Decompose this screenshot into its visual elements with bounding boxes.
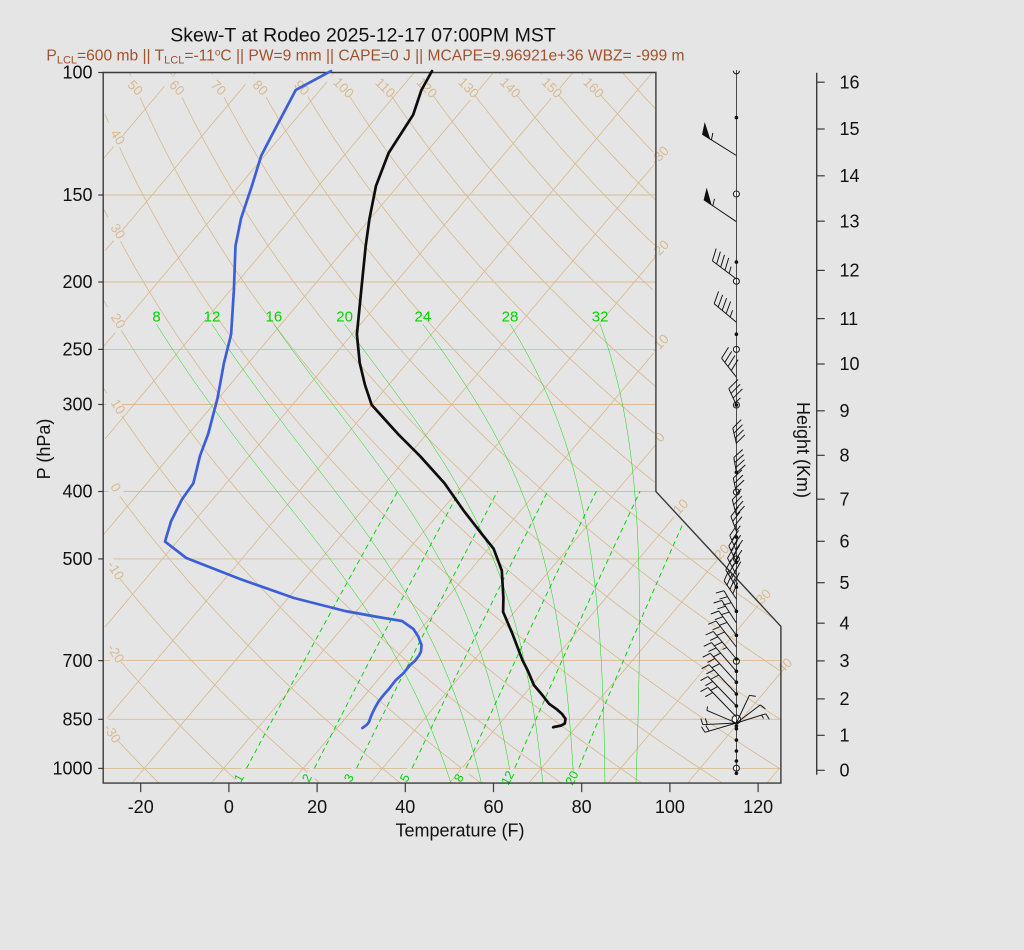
svg-text:400: 400 (62, 482, 92, 502)
svg-text:0: 0 (224, 797, 234, 817)
svg-text:40: 40 (395, 797, 415, 817)
svg-text:15: 15 (840, 119, 860, 139)
svg-text:10: 10 (840, 354, 860, 374)
svg-text:700: 700 (62, 651, 92, 671)
svg-text:12: 12 (204, 309, 221, 326)
svg-text:40: 40 (107, 127, 128, 148)
svg-text:850: 850 (62, 710, 92, 730)
svg-text:16: 16 (840, 72, 860, 92)
svg-text:500: 500 (62, 549, 92, 569)
svg-text:5: 5 (840, 573, 850, 593)
svg-text:11: 11 (840, 309, 859, 329)
svg-text:1000: 1000 (52, 759, 92, 779)
svg-text:150: 150 (62, 185, 92, 205)
svg-text:Height (Km): Height (Km) (793, 402, 813, 498)
svg-text:120: 120 (743, 797, 773, 817)
svg-text:13: 13 (840, 211, 860, 231)
svg-text:4: 4 (840, 613, 850, 633)
svg-text:PLCL=600 mb || TLCL=-11oC || P: PLCL=600 mb || TLCL=-11oC || PW=9 mm || … (46, 48, 684, 67)
svg-text:6: 6 (840, 532, 850, 552)
svg-text:Temperature (F): Temperature (F) (395, 821, 524, 841)
svg-text:32: 32 (592, 309, 609, 326)
svg-text:20: 20 (336, 309, 353, 326)
svg-text:28: 28 (502, 309, 519, 326)
svg-text:30: 30 (107, 221, 128, 242)
svg-text:7: 7 (840, 489, 850, 509)
svg-text:Skew-T at Rodeo 2025-12-17 07:: Skew-T at Rodeo 2025-12-17 07:00PM MST (170, 25, 556, 47)
svg-text:8: 8 (840, 446, 850, 466)
svg-text:1: 1 (840, 726, 850, 746)
svg-text:20: 20 (307, 797, 327, 817)
svg-text:2: 2 (840, 689, 850, 709)
svg-text:3: 3 (840, 651, 850, 671)
svg-text:10: 10 (108, 396, 129, 417)
svg-text:16: 16 (266, 309, 283, 326)
svg-text:24: 24 (415, 309, 432, 326)
svg-text:60: 60 (483, 797, 503, 817)
svg-text:100: 100 (62, 63, 92, 83)
svg-text:20: 20 (108, 311, 129, 332)
svg-text:8: 8 (152, 309, 160, 326)
svg-text:9: 9 (840, 401, 850, 421)
svg-text:0: 0 (840, 761, 850, 781)
svg-text:12: 12 (840, 261, 860, 281)
svg-text:80: 80 (572, 797, 592, 817)
svg-text:P (hPa): P (hPa) (34, 419, 54, 480)
svg-text:250: 250 (62, 340, 92, 360)
svg-text:200: 200 (62, 272, 92, 292)
svg-text:300: 300 (62, 395, 92, 415)
svg-text:100: 100 (655, 797, 685, 817)
svg-text:-20: -20 (128, 797, 154, 817)
svg-text:14: 14 (840, 166, 860, 186)
